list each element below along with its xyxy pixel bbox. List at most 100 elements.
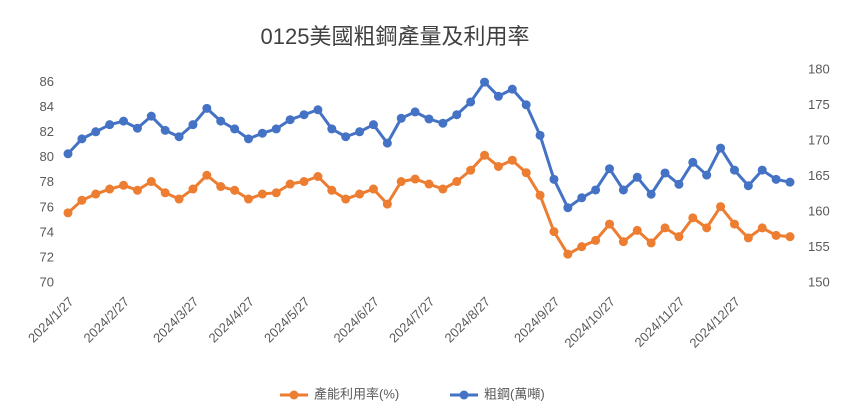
- data-point: [757, 223, 767, 233]
- data-point: [771, 174, 781, 184]
- x-tick-label: 2024/6/27: [331, 294, 383, 346]
- data-point: [480, 150, 490, 160]
- data-point: [646, 189, 656, 199]
- x-tick-label: 2024/7/27: [386, 294, 438, 346]
- data-point: [341, 194, 351, 204]
- y-tick-label: 76: [40, 199, 54, 214]
- data-point: [410, 174, 420, 184]
- data-point: [160, 188, 170, 198]
- data-point: [160, 125, 170, 135]
- data-point: [230, 124, 240, 134]
- data-point: [271, 188, 281, 198]
- data-point: [202, 170, 212, 180]
- x-tick-label: 2024/10/27: [561, 294, 618, 351]
- data-point: [299, 110, 309, 120]
- data-point: [605, 219, 614, 229]
- data-point: [507, 155, 517, 165]
- data-point: [146, 177, 156, 187]
- data-point: [563, 249, 573, 259]
- data-point: [188, 120, 198, 130]
- data-point: [785, 177, 795, 187]
- legend-marker: [459, 390, 469, 400]
- x-tick-label: 2024/9/27: [511, 294, 563, 346]
- data-point: [382, 199, 392, 209]
- data-point: [285, 179, 295, 189]
- x-tick-label: 2024/11/27: [632, 294, 688, 350]
- data-point: [132, 123, 142, 133]
- data-point: [729, 165, 739, 175]
- data-point: [355, 189, 365, 199]
- x-tick-label: 2024/2/27: [81, 294, 133, 346]
- data-point: [91, 189, 101, 199]
- data-point: [563, 203, 573, 213]
- data-point: [521, 100, 531, 110]
- data-point: [174, 132, 184, 142]
- data-point: [660, 223, 670, 233]
- data-point: [299, 177, 309, 187]
- data-point: [618, 237, 628, 247]
- y2-tick-label: 160: [808, 203, 830, 218]
- legend-marker: [289, 390, 299, 400]
- x-tick-label: 2024/12/27: [686, 294, 743, 351]
- y-tick-label: 78: [40, 174, 54, 189]
- data-point: [702, 170, 712, 180]
- x-tick-label: 2024/1/27: [25, 294, 77, 346]
- data-point: [91, 127, 101, 137]
- data-point: [632, 225, 642, 235]
- data-point: [327, 185, 337, 195]
- data-point: [257, 189, 267, 199]
- series-line: [66, 80, 791, 210]
- y-tick-label: 80: [40, 149, 54, 164]
- data-point: [452, 110, 462, 120]
- data-point: [660, 168, 670, 178]
- data-point: [424, 114, 434, 124]
- data-point: [146, 111, 156, 121]
- data-point: [480, 77, 490, 87]
- x-tick-label: 2024/4/27: [206, 294, 258, 346]
- data-point: [716, 143, 726, 153]
- data-point: [591, 235, 601, 245]
- data-point: [216, 182, 226, 192]
- y-tick-label: 70: [40, 274, 54, 289]
- data-point: [618, 185, 628, 195]
- chart-title: 0125美國粗鋼產量及利用率: [261, 24, 530, 49]
- x-tick-label: 2024/5/27: [261, 294, 313, 346]
- data-point: [132, 185, 142, 195]
- data-point: [743, 233, 753, 243]
- data-point: [632, 172, 642, 182]
- data-point: [174, 194, 184, 204]
- y2-tick-label: 165: [808, 168, 830, 183]
- data-point: [757, 165, 767, 175]
- data-point: [327, 124, 337, 134]
- y2-tick-label: 180: [808, 61, 830, 76]
- data-point: [591, 185, 601, 195]
- data-point: [368, 184, 378, 194]
- data-point: [396, 113, 406, 123]
- data-point: [702, 223, 712, 233]
- legend-label: 產能利用率(%): [314, 386, 399, 401]
- data-point: [244, 194, 253, 204]
- data-point: [396, 177, 406, 187]
- data-point: [549, 227, 559, 237]
- y-tick-label: 72: [40, 249, 54, 264]
- data-point: [382, 138, 392, 148]
- legend-label: 粗鋼(萬噸): [484, 386, 545, 401]
- data-point: [119, 180, 129, 190]
- data-point: [119, 116, 129, 126]
- data-point: [244, 134, 253, 144]
- data-point: [438, 184, 448, 194]
- data-point: [63, 149, 73, 159]
- y2-tick-label: 175: [808, 97, 830, 112]
- data-point: [493, 161, 503, 171]
- x-tick-label: 2024/8/27: [442, 294, 494, 346]
- data-point: [729, 219, 739, 229]
- data-point: [785, 232, 795, 242]
- data-point: [493, 91, 503, 101]
- data-point: [771, 230, 781, 240]
- data-point: [688, 213, 698, 223]
- data-point: [466, 165, 476, 175]
- data-point: [577, 242, 587, 252]
- data-point: [271, 124, 281, 134]
- data-point: [230, 185, 240, 195]
- y2-tick-label: 155: [808, 239, 830, 254]
